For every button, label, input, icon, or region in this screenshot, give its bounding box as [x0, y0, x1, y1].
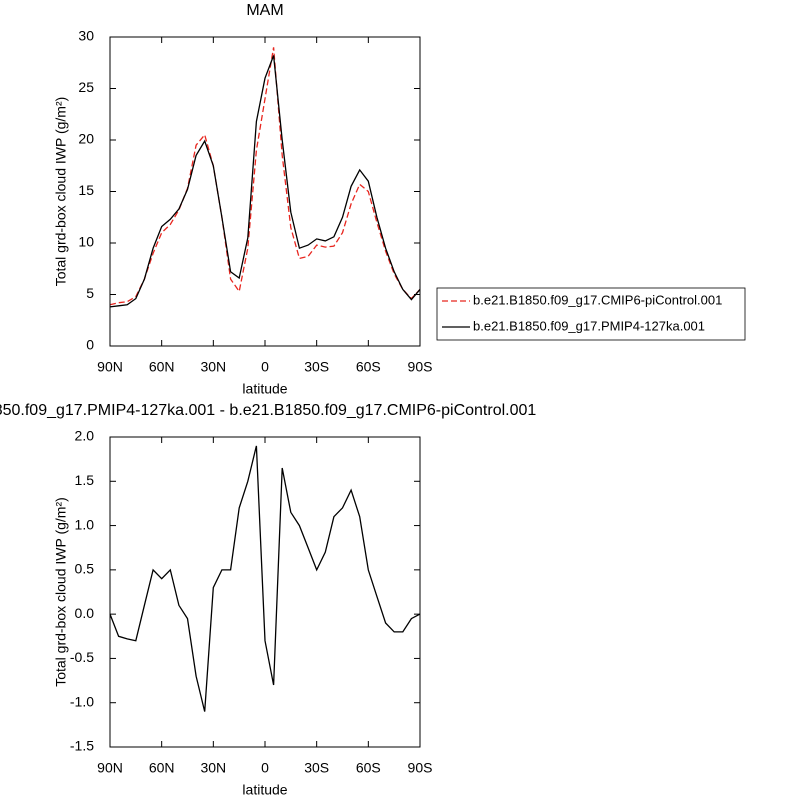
x-tick-label: 30N	[200, 359, 226, 375]
data-line	[109, 445, 421, 712]
y-tick-label: -1.5	[70, 738, 94, 754]
legend-label: b.e21.B1850.f09_g17.CMIP6-piControl.001	[473, 292, 722, 307]
x-tick-label: 0	[261, 760, 269, 776]
y-tick-label: -0.5	[70, 649, 94, 665]
x-tick-label: 30S	[304, 760, 329, 776]
x-tick-label: 90S	[408, 760, 433, 776]
y-axis-label: Total grd-box cloud IWP (g/m²)	[53, 97, 69, 287]
y-tick-label: 2.0	[75, 428, 95, 444]
x-tick-label: 90S	[408, 359, 433, 375]
y-tick-label: 1.5	[75, 472, 95, 488]
chart-title: MAM	[246, 2, 283, 19]
y-axis-label: Total grd-box cloud IWP (g/m²)	[53, 497, 69, 687]
y-tick-label: 1.0	[75, 516, 95, 532]
chart-title: 850.f09_g17.PMIP4-127ka.001 - b.e21.B185…	[0, 402, 536, 419]
plot-frame	[109, 436, 421, 748]
x-axis-label: latitude	[242, 782, 287, 798]
y-tick-label: 10	[78, 234, 94, 250]
legend-label: b.e21.B1850.f09_g17.PMIP4-127ka.001	[473, 318, 705, 333]
x-tick-label: 60N	[149, 760, 175, 776]
x-tick-label: 30N	[200, 760, 226, 776]
x-axis-label: latitude	[242, 381, 287, 397]
y-tick-label: 20	[78, 131, 94, 147]
x-tick-label: 60S	[356, 760, 381, 776]
x-tick-label: 30S	[304, 359, 329, 375]
data-line	[109, 47, 421, 306]
data-line	[109, 55, 421, 308]
legend-box	[436, 287, 746, 341]
x-tick-label: 90N	[97, 760, 123, 776]
y-tick-label: 0.0	[75, 605, 95, 621]
y-tick-label: -1.0	[70, 693, 94, 709]
x-tick-label: 0	[261, 359, 269, 375]
plot-frame	[109, 36, 421, 347]
x-tick-label: 60S	[356, 359, 381, 375]
y-tick-label: 0.5	[75, 561, 95, 577]
y-tick-label: 30	[78, 28, 94, 44]
x-tick-label: 60N	[149, 359, 175, 375]
y-tick-label: 15	[78, 182, 94, 198]
y-tick-label: 5	[86, 285, 94, 301]
x-tick-label: 90N	[97, 359, 123, 375]
y-tick-label: 25	[78, 79, 94, 95]
y-tick-label: 0	[86, 337, 94, 353]
